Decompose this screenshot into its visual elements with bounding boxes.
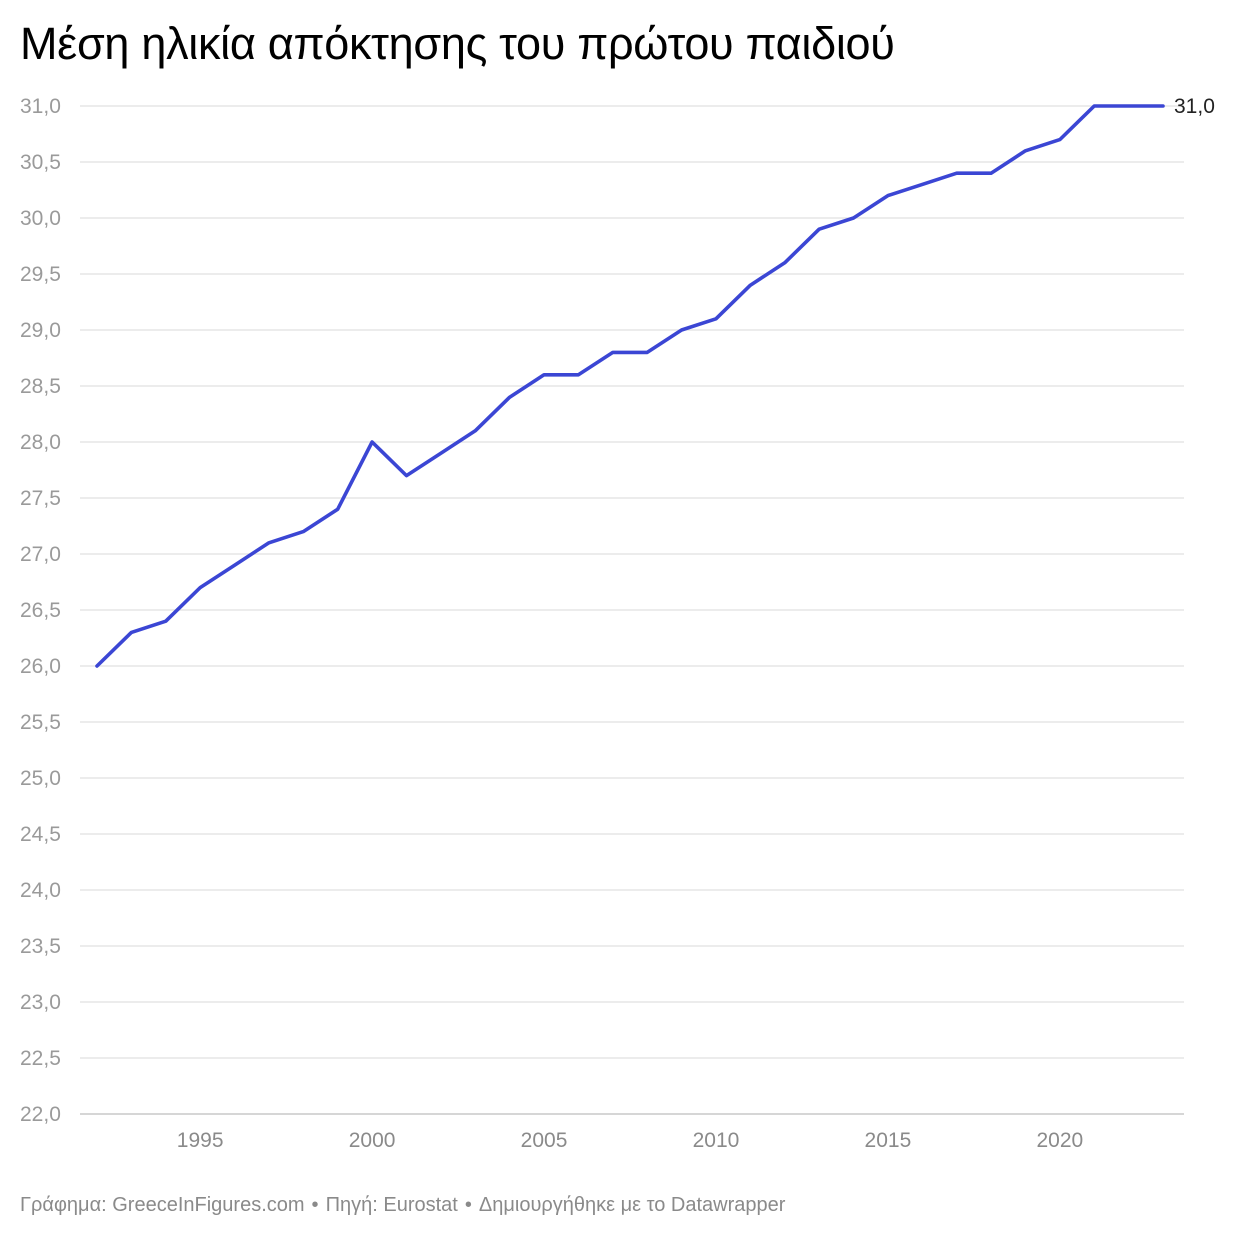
y-tick-label: 27,0 [20,543,61,566]
y-tick-label: 26,5 [20,599,61,622]
data-point [1092,104,1096,108]
data-point [714,317,718,321]
data-point [95,664,99,668]
series-line [95,104,1165,668]
x-tick-label: 2010 [693,1129,740,1152]
data-point [129,630,133,634]
footer-source[interactable]: Πηγή: Eurostat [325,1194,458,1216]
y-tick-label: 23,0 [20,991,61,1014]
chart-footer: Γράφημα: GreeceInFigures.com • Πηγή: Euros… [20,1194,785,1217]
x-tick-label: 2005 [521,1129,568,1152]
footer-separator: • [464,1194,472,1216]
data-point [508,395,512,399]
data-point [611,350,615,354]
y-tick-label: 24,0 [20,879,61,902]
y-tick-label: 28,5 [20,375,61,398]
data-point [955,171,959,175]
data-point [370,440,374,444]
data-point [198,586,202,590]
y-tick-label: 22,5 [20,1047,61,1070]
x-tick-label: 2000 [349,1129,396,1152]
data-point [645,350,649,354]
x-axis: 1995 2000 2005 2010 2015 2020 [177,1129,1083,1152]
gridlines [80,105,1184,1115]
data-point [1058,138,1062,142]
y-tick-label: 30,5 [20,151,61,174]
y-tick-label: 22,0 [20,1103,61,1126]
footer-created-with[interactable]: Δημιουργήθηκε με το Datawrapper [478,1194,786,1216]
y-tick-label: 28,0 [20,431,61,454]
y-tick-label: 29,5 [20,263,61,286]
y-tick-label: 31,0 [20,95,61,118]
data-point [989,171,993,175]
footer-separator: • [311,1194,319,1216]
y-tick-label: 25,0 [20,767,61,790]
data-point [233,563,237,567]
data-point [473,429,477,433]
chart-title: Μέση ηλικία απόκτησης του πρώτου παιδιού [20,18,895,69]
data-point [164,619,168,623]
x-tick-label: 1995 [177,1129,224,1152]
data-point [748,283,752,287]
y-tick-label: 30,0 [20,207,61,230]
data-point [267,541,271,545]
y-tick-label: 23,5 [20,935,61,958]
data-point [783,261,787,265]
y-tick-label: 24,5 [20,823,61,846]
data-point [1023,149,1027,153]
footer-graphic-credit[interactable]: Γράφημα: GreeceInFigures.com [20,1194,305,1216]
data-point [576,373,580,377]
y-tick-label: 27,5 [20,487,61,510]
data-point [336,507,340,511]
data-point [439,451,443,455]
data-point [404,474,408,478]
data-point [1127,104,1131,108]
x-tick-label: 2020 [1036,1129,1083,1152]
data-point [886,194,890,198]
data-point [817,227,821,231]
y-tick-label: 25,5 [20,711,61,734]
data-point [301,530,305,534]
data-point [542,373,546,377]
y-tick-label: 29,0 [20,319,61,342]
end-value-label: 31,0 [1174,95,1215,118]
x-tick-label: 2015 [865,1129,912,1152]
y-tick-label: 26,0 [20,655,61,678]
y-axis: 22,0 22,5 23,0 23,5 24,0 24,5 25,0 25,5 26,0 26,5… [20,95,61,1126]
data-point [920,182,924,186]
data-point [852,216,856,220]
data-point [680,328,684,332]
data-point [1161,104,1165,108]
